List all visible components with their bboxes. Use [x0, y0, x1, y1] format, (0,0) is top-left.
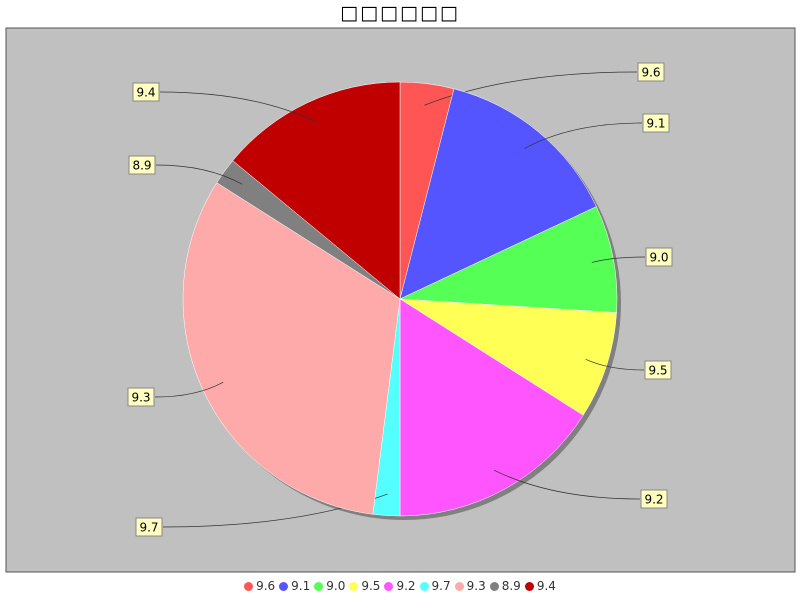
legend-item-9.6: 9.6	[244, 579, 275, 593]
legend-label: 9.2	[396, 579, 416, 593]
legend-item-9.3: 9.3	[454, 579, 486, 593]
legend-item-9.2: 9.2	[384, 579, 416, 593]
legend-item-9.7: 9.7	[419, 579, 451, 593]
slice-label-text: 9.5	[648, 364, 667, 378]
legend-label: 9.6	[256, 579, 276, 593]
slice-label-text: 9.7	[139, 521, 158, 535]
pie-slice-9.4	[232, 81, 401, 300]
legend-label: 9.5	[361, 579, 381, 593]
legend: 9.6 9.1 9.0 9.5 9.2 9.7 9.3 8.9 9.4	[0, 579, 800, 593]
legend-item-9.0: 9.0	[314, 579, 345, 593]
slice-label-text: 8.9	[132, 159, 151, 173]
slice-label: 9.2	[640, 489, 668, 509]
slice-label-text: 9.3	[131, 391, 150, 405]
legend-item-9.1: 9.1	[279, 579, 310, 593]
legend-label: 9.0	[326, 579, 346, 593]
legend-swatch	[244, 582, 254, 591]
slice-label: 9.1	[642, 113, 670, 133]
legend-swatch	[314, 582, 324, 591]
legend-item-8.9: 8.9	[489, 579, 521, 593]
slice-label-text: 9.1	[646, 117, 665, 131]
legend-label: 9.3	[466, 579, 486, 593]
legend-label: 8.9	[501, 579, 521, 593]
label-leader-line	[155, 164, 243, 185]
legend-swatch	[419, 582, 429, 591]
slice-label: 9.4	[132, 82, 160, 102]
pie-slice-9.3	[182, 182, 401, 515]
label-leader-line	[424, 71, 638, 106]
legend-item-9.5: 9.5	[349, 579, 380, 593]
legend-swatch	[279, 582, 289, 591]
legend-swatch	[489, 582, 499, 591]
label-leader-line	[493, 469, 641, 500]
label-leader-line	[154, 381, 224, 398]
slice-label: 9.0	[645, 247, 673, 267]
slice-label-text: 9.0	[649, 251, 668, 265]
slice-label: 9.6	[637, 62, 665, 82]
slice-label: 9.7	[135, 517, 163, 537]
slice-label: 9.3	[127, 387, 155, 407]
chart-title: □□□□□□	[340, 2, 460, 24]
slice-label: 8.9	[128, 155, 156, 175]
legend-swatch	[349, 582, 359, 591]
pie-slice-9.1	[399, 88, 597, 300]
slice-label-text: 9.6	[641, 66, 660, 80]
slice-label: 9.5	[644, 360, 672, 380]
label-leader-line	[524, 122, 643, 149]
legend-swatch	[384, 582, 394, 591]
legend-label: 9.7	[431, 579, 451, 593]
legend-label: 9.4	[536, 579, 556, 593]
legend-label: 9.1	[291, 579, 311, 593]
label-leader-line	[591, 256, 646, 263]
legend-swatch	[454, 582, 464, 591]
slice-label-text: 9.4	[136, 86, 155, 100]
pie-slice-9.2	[399, 298, 584, 517]
label-leader-line	[159, 91, 317, 123]
legend-item-9.4: 9.4	[524, 579, 556, 593]
slice-label-text: 9.2	[644, 493, 663, 507]
legend-swatch	[524, 582, 534, 591]
label-leader-line	[585, 359, 645, 371]
